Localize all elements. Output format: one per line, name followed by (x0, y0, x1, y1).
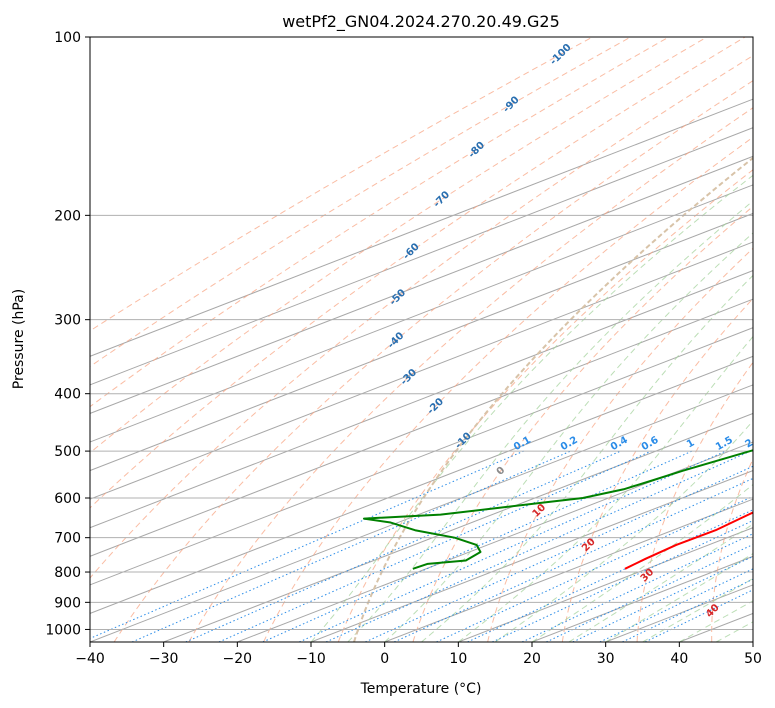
grid-layer: 0.10.20.40.611.52346810131620253036-100-… (90, 37, 755, 642)
dry-adiabat-line (90, 55, 753, 579)
isotherm-line (163, 412, 753, 642)
y-tick-label: 800 (54, 565, 81, 581)
x-tick-label: 40 (670, 651, 688, 667)
x-tick-label: 50 (744, 651, 762, 667)
x-tick-label: −10 (296, 651, 326, 667)
x-tick-label: 0 (380, 651, 389, 667)
isotherm-line (90, 155, 753, 414)
isotherm-line (90, 127, 753, 386)
x-tick-label: −30 (149, 651, 179, 667)
y-tick-label: 200 (54, 208, 81, 224)
y-tick-label: 100 (54, 30, 81, 46)
moist-adiabat-line (421, 274, 753, 642)
y-tick-label: 400 (54, 387, 81, 403)
isotherm-line (90, 98, 753, 357)
isotherm-line (90, 327, 753, 586)
mixing-ratio-line (218, 450, 652, 642)
dry-adiabat-line (90, 37, 746, 509)
mixing-ratio-line (492, 520, 753, 642)
mixing-ratio-line (365, 465, 753, 642)
isotherm-line (90, 355, 753, 614)
dry-adiabat-line (412, 205, 753, 642)
y-tick-label: 300 (54, 313, 81, 329)
mixing-ratio-line (393, 477, 753, 642)
freezing-curve-line (353, 156, 753, 642)
x-tick-label: −40 (75, 651, 105, 667)
x-tick-label: −20 (223, 651, 253, 667)
isotherm-line (237, 441, 753, 642)
isotherm-line (90, 298, 753, 557)
ticks-layer: −40 −30 −20 −10 0 10 20 30 40 50 100 200 300 400 500 60… (45, 30, 762, 667)
mixing-ratio-line (131, 450, 571, 642)
isotherm-line (90, 270, 753, 529)
dry-adiabat-line (263, 136, 753, 642)
y-tick-label: 700 (54, 531, 81, 547)
isotherm-line (90, 241, 753, 500)
dry-adiabat-line (113, 80, 753, 642)
isotherm-line (90, 384, 753, 642)
moist-adiabat-line (494, 420, 753, 642)
dry-adiabat-line (636, 361, 753, 642)
moist-adiabat-line (310, 174, 753, 642)
x-tick-label: 20 (523, 651, 541, 667)
isotherm-line (458, 527, 753, 642)
chart-title: wetPf2_GN04.2024.270.20.49.G25 (282, 12, 560, 32)
dry-adiabat-line (188, 107, 753, 642)
y-axis-label: Pressure (hPa) (11, 289, 27, 389)
y-tick-label: 1000 (45, 622, 81, 638)
isotherm-line (90, 184, 753, 443)
dry-adiabat-line (337, 169, 753, 642)
moist-adiabat-line (605, 553, 753, 642)
mixing-ratio-line (299, 450, 726, 642)
moist-adiabat-line (642, 577, 753, 642)
dry-adiabat-line (487, 247, 753, 642)
dry-adiabat-line (90, 37, 670, 408)
y-tick-label: 500 (54, 444, 81, 460)
mixing-ratio-line (325, 450, 751, 642)
dry-adiabat-line (90, 37, 708, 454)
plot-frame (89, 36, 754, 643)
moist-adiabat-line (531, 483, 753, 642)
dry-adiabat-line (561, 297, 753, 642)
dry-adiabat-line (711, 457, 753, 642)
isotherm-line (384, 498, 753, 642)
isotherm-line (90, 212, 753, 472)
x-axis-label: Temperature (°C) (360, 681, 482, 697)
y-tick-label: 900 (54, 595, 81, 611)
profile-line (362, 449, 753, 570)
mixing-ratio-label: 1 (685, 437, 697, 450)
moist-adiabat-line (384, 232, 753, 642)
series-layer (362, 449, 753, 570)
mixing-ratio-label: 2 (743, 437, 755, 450)
mixing-ratio-line (436, 495, 753, 642)
mixing-ratio-line (90, 450, 524, 639)
x-tick-label: 30 (597, 651, 615, 667)
isotherm-line (310, 470, 753, 642)
x-tick-label: 10 (449, 651, 467, 667)
y-tick-label: 600 (54, 491, 81, 507)
